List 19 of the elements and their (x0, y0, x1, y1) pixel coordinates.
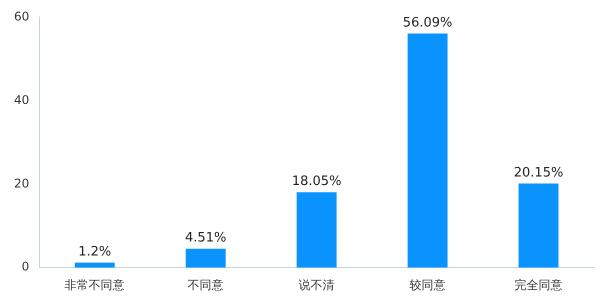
bar (296, 192, 337, 268)
bar (74, 262, 115, 268)
x-tick-label: 较同意 (410, 278, 446, 292)
y-tick-label: 40 (14, 92, 30, 107)
data-label: 20.15% (514, 165, 564, 180)
data-label: 18.05% (292, 174, 342, 190)
x-tick-label: 完全同意 (514, 278, 563, 292)
y-tick-label: 60 (14, 9, 30, 24)
data-label: 4.51% (185, 230, 226, 246)
y-tick-label: 0 (22, 260, 30, 274)
bar (186, 248, 226, 268)
data-label: 1.2% (78, 244, 112, 260)
bar (518, 184, 558, 268)
bar (408, 34, 448, 268)
x-tick-label: 说不清 (298, 278, 335, 292)
x-tick-label: 非常不同意 (64, 278, 125, 292)
y-tick-label: 20 (14, 176, 30, 190)
x-tick-label: 不同意 (188, 278, 224, 292)
data-label: 56.09% (402, 15, 452, 30)
